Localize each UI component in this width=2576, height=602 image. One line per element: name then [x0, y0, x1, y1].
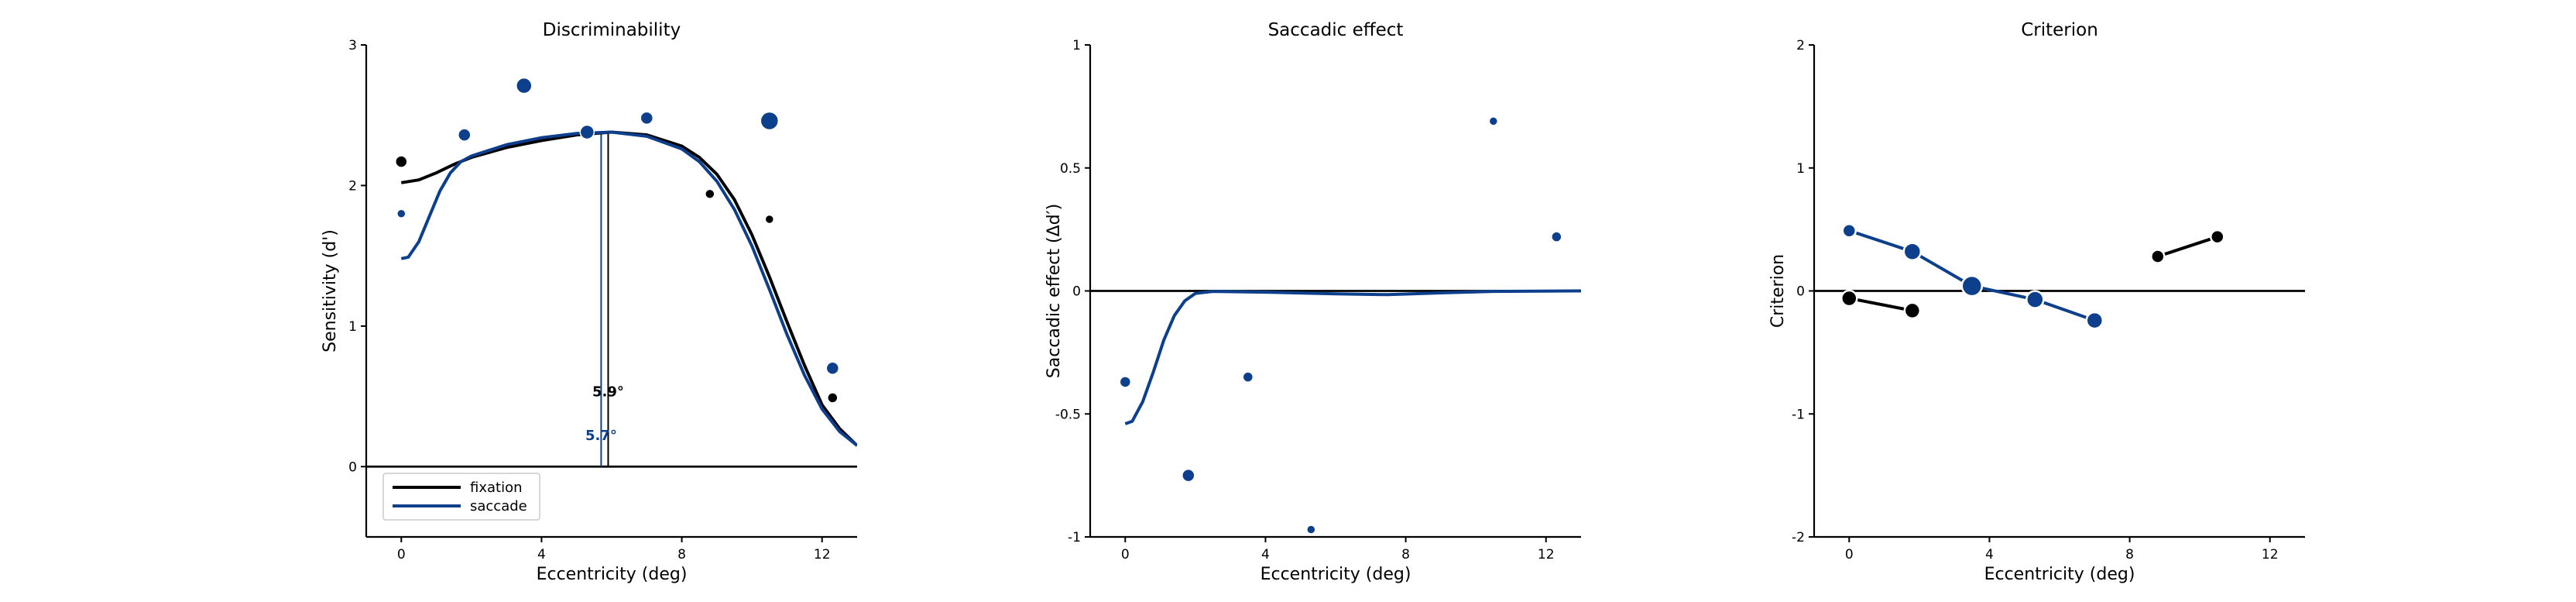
data-point-fixation: [705, 188, 715, 200]
y-tick-label: -0.5: [1055, 407, 1081, 422]
x-tick-label: 4: [1985, 547, 1994, 562]
data-point-saccade: [396, 208, 406, 218]
data-point-fixation: [764, 214, 775, 225]
x-axis-label: Eccentricity (deg): [537, 565, 688, 584]
legend: fixation saccade: [382, 473, 540, 521]
data-point-fixation: [1903, 301, 1922, 320]
data-point-saccade: [1841, 222, 1857, 239]
y-tick-label: 1: [1072, 38, 1081, 53]
data-point-fixation: [2210, 229, 2225, 245]
x-axis-label: Eccentricity (deg): [1261, 565, 1411, 584]
y-axis-label: Saccadic effect (Δd′): [1044, 204, 1064, 378]
data-point-fixation: [395, 155, 408, 168]
y-tick-label: 1: [348, 319, 357, 335]
data-point-saccade: [1551, 231, 1562, 243]
x-tick-label: 0: [1845, 547, 1854, 562]
x-tick-label: 4: [537, 547, 546, 562]
data-point-saccade: [1488, 116, 1499, 126]
data-point-saccade: [1306, 525, 1316, 535]
y-tick-label: 0.5: [1060, 161, 1081, 177]
data-point-saccade: [760, 111, 780, 131]
chart-panel-2: 0 4 8 12 1 0.5 0 -0.5 -1 Saccadic effect Eccentric…: [1044, 20, 1581, 584]
x-tick-label: 12: [2262, 547, 2279, 562]
data-point-saccade: [1242, 371, 1254, 383]
y-tick-label: 2: [348, 178, 357, 194]
data-point-saccade: [1960, 274, 1984, 298]
data-point-fixation: [827, 392, 839, 404]
chart-panel-3: 0 4 8 12 2 1 0 -1 -2 Criterion Eccentricity (deg) C…: [1768, 20, 2305, 584]
x-tick-label: 0: [1121, 547, 1130, 562]
y-tick-label: -1: [1792, 407, 1805, 422]
data-point-saccade: [1182, 468, 1195, 483]
y-axis-label: Criterion: [1768, 254, 1788, 328]
x-tick-label: 12: [814, 547, 831, 562]
data-point-saccade: [640, 111, 654, 126]
x-tick-label: 8: [2125, 547, 2134, 562]
data-point-saccade: [579, 124, 595, 140]
data-point-fixation: [1840, 289, 1858, 308]
data-point-saccade: [1119, 376, 1132, 388]
x-tick-label: 0: [397, 547, 406, 562]
x-tick-label: 12: [1538, 547, 1555, 562]
y-tick-label: 0: [348, 459, 357, 475]
legend-label-saccade: saccade: [470, 498, 527, 514]
y-tick-label: 3: [348, 38, 357, 53]
y-axis-label: Sensitivity (d'): [321, 229, 340, 353]
y-tick-label: 1: [1796, 161, 1805, 177]
series-line-fixation: [2157, 235, 2218, 258]
x-tick-label: 4: [1261, 547, 1270, 562]
data-point-saccade: [458, 128, 472, 142]
chart-title: Discriminability: [543, 20, 681, 40]
data-point-saccade: [1902, 242, 1923, 261]
x-axis-label: Eccentricity (deg): [1984, 565, 2135, 584]
data-point-saccade: [2085, 311, 2104, 330]
vline-label-saccade: 5.7°: [585, 428, 617, 444]
legend-label-fixation: fixation: [470, 480, 523, 496]
legend-box: [382, 473, 540, 521]
x-tick-label: 8: [1401, 547, 1410, 562]
y-tick-label: -2: [1792, 530, 1805, 545]
data-point-saccade: [516, 77, 533, 95]
data-point-saccade: [825, 361, 840, 376]
series-line-fixation: [1848, 297, 1913, 312]
data-point-fixation: [2150, 249, 2166, 264]
y-tick-label: 2: [1796, 38, 1805, 53]
chart-title: Saccadic effect: [1268, 20, 1404, 40]
y-tick-label: 0: [1072, 284, 1081, 300]
vline-label-fixation: 5.9°: [592, 384, 624, 401]
fit-curve-fixation: [400, 130, 857, 447]
chart-title: Criterion: [2021, 20, 2098, 40]
x-tick-label: 8: [677, 547, 686, 562]
data-point-saccade: [2025, 290, 2045, 309]
fit-curve-saccade: [1124, 289, 1581, 425]
y-tick-label: 0: [1796, 284, 1805, 300]
y-tick-label: -1: [1068, 530, 1081, 545]
fit-curve-saccade: [400, 130, 857, 447]
